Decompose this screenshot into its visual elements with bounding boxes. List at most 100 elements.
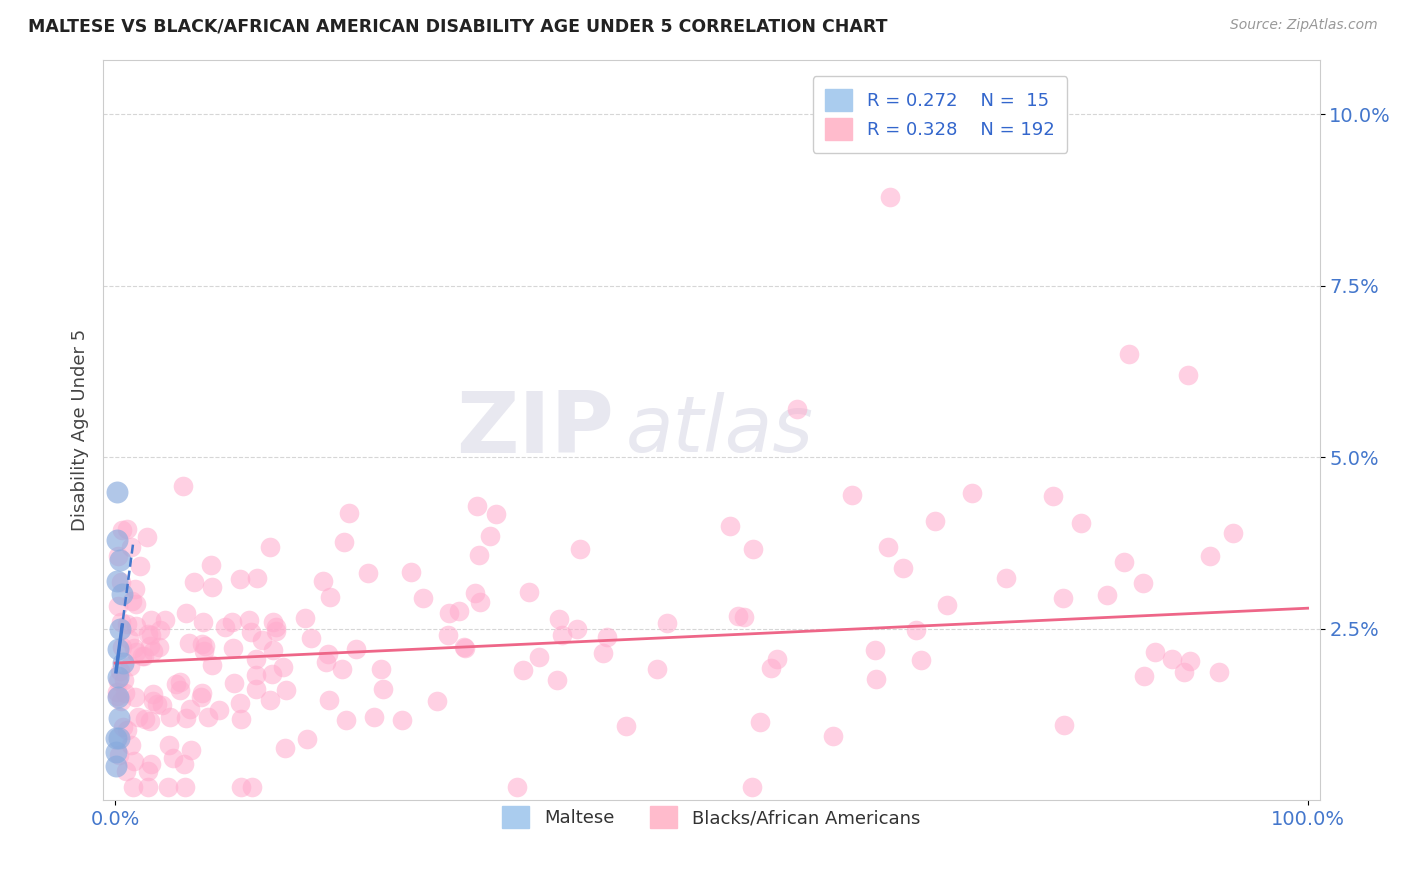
Point	[125, 645, 148, 659]
Point	[157, 780, 180, 794]
Point	[333, 535, 356, 549]
Point	[551, 628, 574, 642]
Point	[122, 641, 145, 656]
Point	[136, 764, 159, 779]
Point	[142, 694, 165, 708]
Point	[107, 685, 129, 699]
Point	[224, 675, 246, 690]
Point	[115, 723, 138, 737]
Point	[548, 612, 571, 626]
Point	[107, 642, 129, 657]
Point	[191, 615, 214, 630]
Point	[105, 574, 128, 588]
Point	[1160, 652, 1182, 666]
Point	[108, 711, 131, 725]
Point	[124, 690, 146, 704]
Point	[924, 514, 946, 528]
Point	[165, 677, 187, 691]
Point	[108, 731, 131, 746]
Point	[139, 756, 162, 771]
Point	[391, 713, 413, 727]
Point	[238, 613, 260, 627]
Point	[1178, 654, 1201, 668]
Point	[312, 574, 335, 588]
Point	[136, 780, 159, 794]
Point	[259, 540, 281, 554]
Point	[110, 587, 132, 601]
Point	[1052, 717, 1074, 731]
Point	[741, 780, 763, 794]
Point	[865, 672, 887, 686]
Point	[245, 668, 267, 682]
Point	[761, 661, 783, 675]
Point	[1177, 368, 1199, 382]
Point	[111, 523, 134, 537]
Point	[128, 558, 150, 573]
Point	[742, 542, 765, 557]
Point	[150, 698, 173, 713]
Point	[962, 486, 984, 500]
Point	[110, 574, 132, 589]
Point	[468, 595, 491, 609]
Point	[111, 720, 134, 734]
Point	[135, 530, 157, 544]
Point	[596, 630, 619, 644]
Point	[162, 751, 184, 765]
Point	[191, 636, 214, 650]
Point	[214, 619, 236, 633]
Point	[146, 697, 169, 711]
Point	[250, 633, 273, 648]
Point	[904, 623, 927, 637]
Point	[316, 647, 339, 661]
Point	[169, 682, 191, 697]
Point	[112, 673, 135, 688]
Point	[108, 665, 131, 679]
Point	[180, 743, 202, 757]
Point	[107, 690, 129, 705]
Text: ZIP: ZIP	[457, 388, 614, 471]
Point	[733, 610, 755, 624]
Point	[766, 652, 789, 666]
Y-axis label: Disability Age Under 5: Disability Age Under 5	[72, 329, 89, 531]
Point	[727, 608, 749, 623]
Point	[117, 616, 139, 631]
Point	[891, 561, 914, 575]
Point	[105, 533, 128, 547]
Point	[105, 759, 128, 773]
Point	[142, 687, 165, 701]
Point	[344, 641, 367, 656]
Point	[264, 624, 287, 638]
Point	[200, 657, 222, 672]
Point	[335, 713, 357, 727]
Point	[118, 632, 141, 646]
Point	[125, 598, 148, 612]
Point	[122, 780, 145, 794]
Point	[647, 662, 669, 676]
Point	[468, 549, 491, 563]
Point	[426, 694, 449, 708]
Text: atlas: atlas	[626, 392, 814, 468]
Point	[1070, 516, 1092, 530]
Point	[105, 731, 128, 746]
Point	[155, 613, 177, 627]
Point	[357, 566, 380, 580]
Point	[614, 719, 637, 733]
Point	[105, 745, 128, 759]
Point	[337, 507, 360, 521]
Point	[246, 571, 269, 585]
Point	[115, 764, 138, 778]
Point	[114, 686, 136, 700]
Point	[464, 586, 486, 600]
Point	[107, 670, 129, 684]
Point	[110, 615, 132, 629]
Point	[453, 640, 475, 654]
Point	[318, 692, 340, 706]
Point	[465, 499, 488, 513]
Point	[228, 696, 250, 710]
Point	[1052, 591, 1074, 605]
Point	[142, 644, 165, 658]
Point	[823, 729, 845, 743]
Point	[131, 649, 153, 664]
Point	[565, 622, 588, 636]
Point	[749, 714, 772, 729]
